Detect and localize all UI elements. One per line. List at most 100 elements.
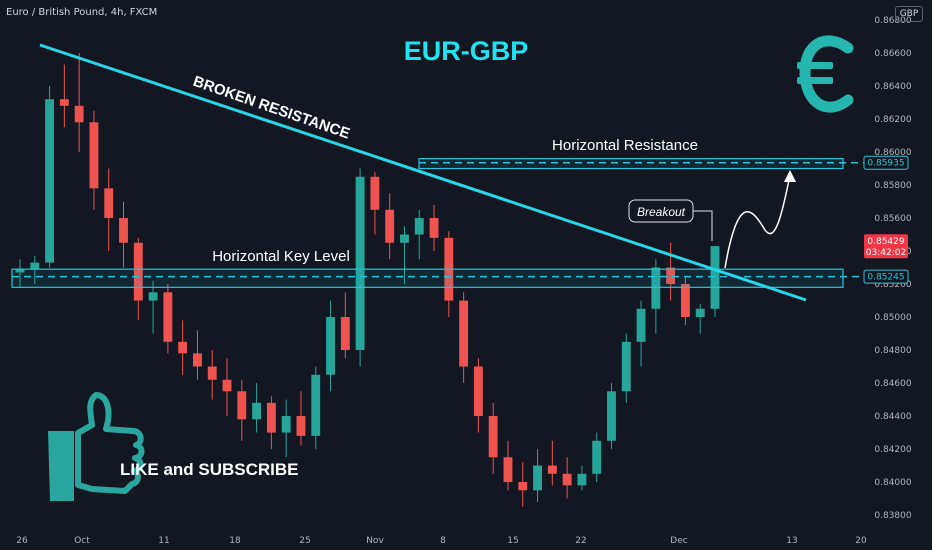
candle-body (680, 284, 690, 318)
candle-body (266, 402, 276, 433)
price-tick-label: 0.85800 (874, 181, 911, 191)
candle-body (710, 246, 720, 309)
candle-body (473, 366, 483, 417)
candle-body (311, 374, 321, 436)
breakout-label: Breakout (637, 205, 686, 219)
horizontal-key-level-zone (11, 268, 844, 288)
candle-body (400, 234, 409, 243)
time-tick-label: 26 (16, 536, 28, 546)
candle-body (30, 262, 40, 270)
candle-body (488, 416, 498, 458)
time-tick-label: Dec (670, 536, 687, 546)
thumbs-up-icon (48, 392, 145, 501)
candle-body (222, 379, 232, 392)
projection-arrowhead (784, 170, 796, 182)
candle-body (370, 176, 380, 210)
price-tick-label: 0.86400 (874, 82, 911, 92)
candle-body (296, 416, 306, 436)
current-price-value: 0.85429 (867, 237, 904, 247)
horizontal-key-level-label: Horizontal Key Level (212, 248, 350, 265)
candle-body (178, 341, 188, 354)
time-tick-label: 15 (507, 536, 518, 546)
key-level-price-tag: 0.85245 (863, 269, 909, 284)
candle-body (340, 317, 350, 351)
price-tick-label: 0.84800 (874, 346, 911, 356)
candle-body (326, 317, 335, 375)
price-tick-label: 0.85000 (874, 313, 911, 323)
time-tick-label: 22 (575, 536, 586, 546)
candle-body (385, 209, 395, 243)
candle-body (429, 218, 439, 238)
candle-body (252, 402, 262, 420)
time-tick-label: 18 (229, 536, 241, 546)
candle-body (547, 465, 557, 474)
candle-body (133, 242, 143, 301)
candle-body (577, 473, 587, 486)
candle-body (119, 218, 128, 243)
price-axis[interactable]: 0.86800 0.86600 0.86400 0.86200 0.86000 0.858… (874, 16, 911, 521)
key-level-price-value: 0.85245 (867, 273, 904, 283)
price-tick-label: 0.86600 (874, 49, 911, 59)
candle-body (45, 99, 55, 263)
candle-body (237, 391, 247, 420)
candle-body (607, 391, 616, 441)
current-price-tag: 0.85429 03:42:02 (864, 234, 908, 259)
candle-body (193, 353, 202, 367)
candle-body (104, 188, 114, 219)
candlestick-series (15, 53, 720, 507)
price-tick-label: 0.85200 (874, 280, 911, 290)
candle-body (59, 99, 69, 106)
resistance-price-value: 0.85935 (867, 159, 904, 169)
bar-countdown: 03:42:02 (866, 248, 906, 258)
candle-body (15, 269, 25, 273)
breakout-callout-pointer (693, 210, 713, 241)
price-tick-label: 0.84000 (874, 478, 911, 488)
time-tick-label: 11 (158, 536, 169, 546)
resistance-price-tag: 0.85935 (863, 155, 909, 170)
candle-body (459, 300, 469, 367)
candle-body (533, 465, 542, 491)
time-tick-label: 20 (855, 536, 867, 546)
time-tick-label: 13 (786, 536, 797, 546)
time-tick-label: Nov (366, 536, 384, 546)
time-tick-label: 8 (440, 536, 446, 546)
horizontal-resistance-zone (418, 158, 844, 170)
candle-body (651, 267, 661, 309)
euro-icon (797, 35, 854, 113)
broken-resistance-trendline (39, 43, 807, 302)
price-tick-label: 0.85600 (874, 214, 911, 224)
price-tick-label: 0.86200 (874, 115, 911, 125)
time-tick-label: 25 (299, 536, 310, 546)
candle-body (503, 457, 513, 483)
price-tick-label: 0.84600 (874, 379, 911, 389)
time-axis[interactable]: 26 Oct 11 18 25 Nov 8 15 22 Dec 13 20 (16, 536, 867, 546)
candle-body (562, 473, 572, 486)
candle-body (666, 267, 676, 285)
candle-body (695, 308, 705, 318)
time-tick-label: Oct (74, 536, 90, 546)
like-subscribe-label: LIKE and SUBSCRIBE (120, 460, 299, 479)
broken-resistance-label: BROKEN RESISTANCE (191, 73, 352, 143)
chart-title: EUR-GBP (404, 36, 529, 66)
candle-body (621, 341, 631, 392)
candle-body (592, 440, 602, 474)
candle-body (89, 122, 99, 189)
candle-body (636, 308, 646, 342)
candle-body (355, 176, 365, 351)
price-tick-label: 0.84400 (874, 412, 911, 422)
candle-body (518, 482, 528, 491)
candle-body (148, 292, 158, 301)
price-tick-label: 0.86000 (874, 148, 911, 158)
projection-arrow (724, 174, 791, 269)
price-tick-label: 0.83800 (874, 511, 911, 521)
currency-label: GBP (895, 6, 923, 22)
candle-body (163, 292, 173, 342)
price-tick-label: 0.84200 (874, 445, 911, 455)
candle-body (74, 105, 84, 123)
horizontal-resistance-label: Horizontal Resistance (552, 137, 698, 154)
price-tick-label: 0.86800 (874, 16, 911, 26)
candle-body (414, 218, 424, 235)
candle-body (281, 416, 291, 433)
candle-body (207, 366, 217, 380)
